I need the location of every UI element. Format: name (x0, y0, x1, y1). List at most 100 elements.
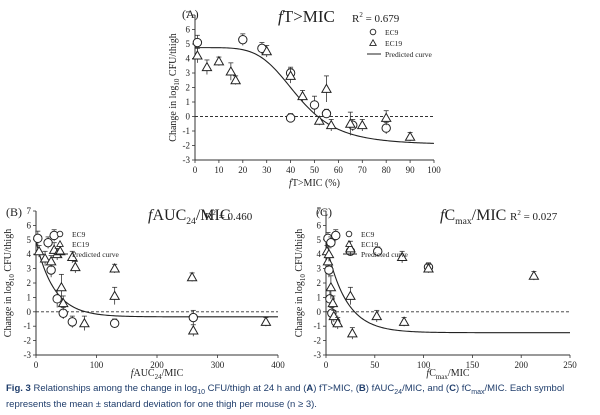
data-point-ec19 (356, 119, 368, 130)
y-tick-label: -1 (314, 321, 322, 331)
x-axis-label: fT>MIC (%) (289, 178, 340, 189)
data-point-ec9 (67, 317, 78, 327)
caption-b: B (358, 383, 366, 394)
chart-title: fT>MIC (278, 7, 335, 26)
y-axis-label: Change in log10 CFU/thigh (294, 229, 307, 337)
title-rest: AUC (152, 207, 186, 224)
caption-fcmax-a: ) fC (455, 383, 472, 394)
data-point-ec19 (54, 245, 66, 256)
legend-ec9-marker (56, 230, 64, 238)
r2-value: = 0.679 (363, 13, 400, 25)
data-point-ec19 (285, 70, 297, 80)
legend-ec19-label: EC19 (72, 240, 89, 249)
x-tick-label: 40 (286, 165, 296, 175)
caption-fcmax-b: /MIC. Each symbol represents the mean ± … (6, 383, 565, 410)
title-end: /MIC (196, 207, 231, 224)
r2-sup: 2 (517, 209, 521, 217)
data-point-ec19 (325, 119, 337, 130)
legend-ec19-label: EC19 (361, 240, 378, 249)
caption-sub-max: max (471, 388, 485, 396)
y-tick-label: 4 (317, 249, 322, 259)
y-tick-label: 0 (317, 307, 322, 317)
x-tick-label: 250 (563, 360, 577, 370)
y-tick-label: 6 (186, 25, 191, 35)
data-point-ec19 (109, 290, 121, 300)
predicted-curve (325, 242, 570, 334)
data-point-ec19 (323, 248, 335, 259)
xlabel-rest: C (429, 368, 436, 379)
data-point-ec9 (373, 246, 383, 257)
x-tick-label: 150 (466, 360, 480, 370)
x-tick-label: 0 (34, 360, 39, 370)
legend-ec19-marker (369, 38, 377, 46)
y-tick-label: 4 (186, 54, 191, 64)
data-point-ec19 (344, 118, 356, 128)
data-point-ec19 (297, 90, 309, 101)
legend-curve-label: Predicted curve (385, 50, 433, 59)
data-point-ec19 (261, 45, 273, 56)
legend-curve-label: Predicted curve (72, 250, 120, 259)
xlabel-rest: T>MIC (%) (292, 178, 340, 189)
data-point-ec9 (109, 318, 120, 329)
x-tick-label: 60 (334, 165, 344, 175)
y-tick-label: -3 (183, 155, 191, 165)
y-tick-label: 5 (317, 235, 322, 245)
data-point-ec19 (55, 281, 67, 292)
xlabel-rest: AUC (133, 368, 154, 379)
ylabel-sub: 10 (173, 78, 181, 86)
data-point-ec19 (191, 49, 203, 60)
y-tick-label: 2 (27, 278, 32, 288)
x-tick-label: 100 (427, 165, 441, 175)
data-point-ec19 (39, 252, 51, 263)
x-tick-label: 200 (514, 360, 528, 370)
y-tick-label: -2 (24, 336, 32, 346)
x-axis-label: fCmax/MIC (426, 368, 470, 380)
legend-ec9-marker (345, 230, 353, 238)
x-tick-label: 300 (211, 360, 225, 370)
caption-a: A (306, 383, 314, 394)
data-point-ec9 (331, 230, 341, 241)
y-tick-label: 6 (317, 220, 322, 230)
data-point-ec19 (528, 270, 540, 280)
figure-caption: Fig. 3 Relationships among the change in… (6, 383, 594, 411)
data-point-ec19 (260, 316, 272, 326)
data-point-ec19 (346, 327, 358, 338)
data-point-ec19 (186, 271, 198, 282)
y-tick-label: 2 (317, 278, 322, 288)
title-rest: T>MIC (283, 7, 335, 26)
x-tick-label: 20 (238, 165, 248, 175)
predicted-curve (195, 47, 435, 144)
y-tick-label: 4 (27, 249, 32, 259)
data-point-ec19 (213, 55, 225, 66)
data-point-ec9 (285, 113, 296, 123)
xlabel-italic: f (289, 178, 293, 189)
xlabel-end: /MIC (448, 368, 470, 379)
caption-text-b: CFU/thigh at 24 h and ( (204, 383, 307, 394)
data-point-ec19 (320, 83, 332, 93)
x-tick-label: 90 (406, 165, 416, 175)
legend-ec9-label: EC9 (385, 28, 399, 37)
x-tick-label: 0 (193, 165, 198, 175)
chart-title: fCmax/MIC (440, 207, 506, 227)
y-tick-label: 7 (317, 206, 322, 216)
title-italic: f (278, 7, 285, 26)
data-point-ec19 (109, 262, 121, 273)
y-tick-label: -2 (314, 336, 322, 346)
title-italic: f (148, 207, 155, 224)
data-point-ec9 (192, 37, 203, 48)
y-tick-label: 1 (27, 292, 32, 302)
data-point-ec19 (344, 290, 356, 300)
x-tick-label: 50 (370, 360, 380, 370)
caption-fauc-b: /MIC, and ( (402, 383, 450, 394)
data-point-ec19 (371, 310, 383, 321)
caption-ftmic: ) fT>MIC, ( (313, 383, 359, 394)
legend-ec19-label: EC19 (385, 39, 402, 48)
y-tick-label: -3 (24, 350, 32, 360)
y-tick-label: -1 (183, 126, 191, 136)
data-point-ec9 (33, 233, 43, 244)
data-point-ec19 (313, 115, 325, 125)
ylabel-a: Change in log (168, 86, 179, 142)
data-point-ec19 (201, 61, 213, 72)
title-italic: f (440, 207, 447, 224)
